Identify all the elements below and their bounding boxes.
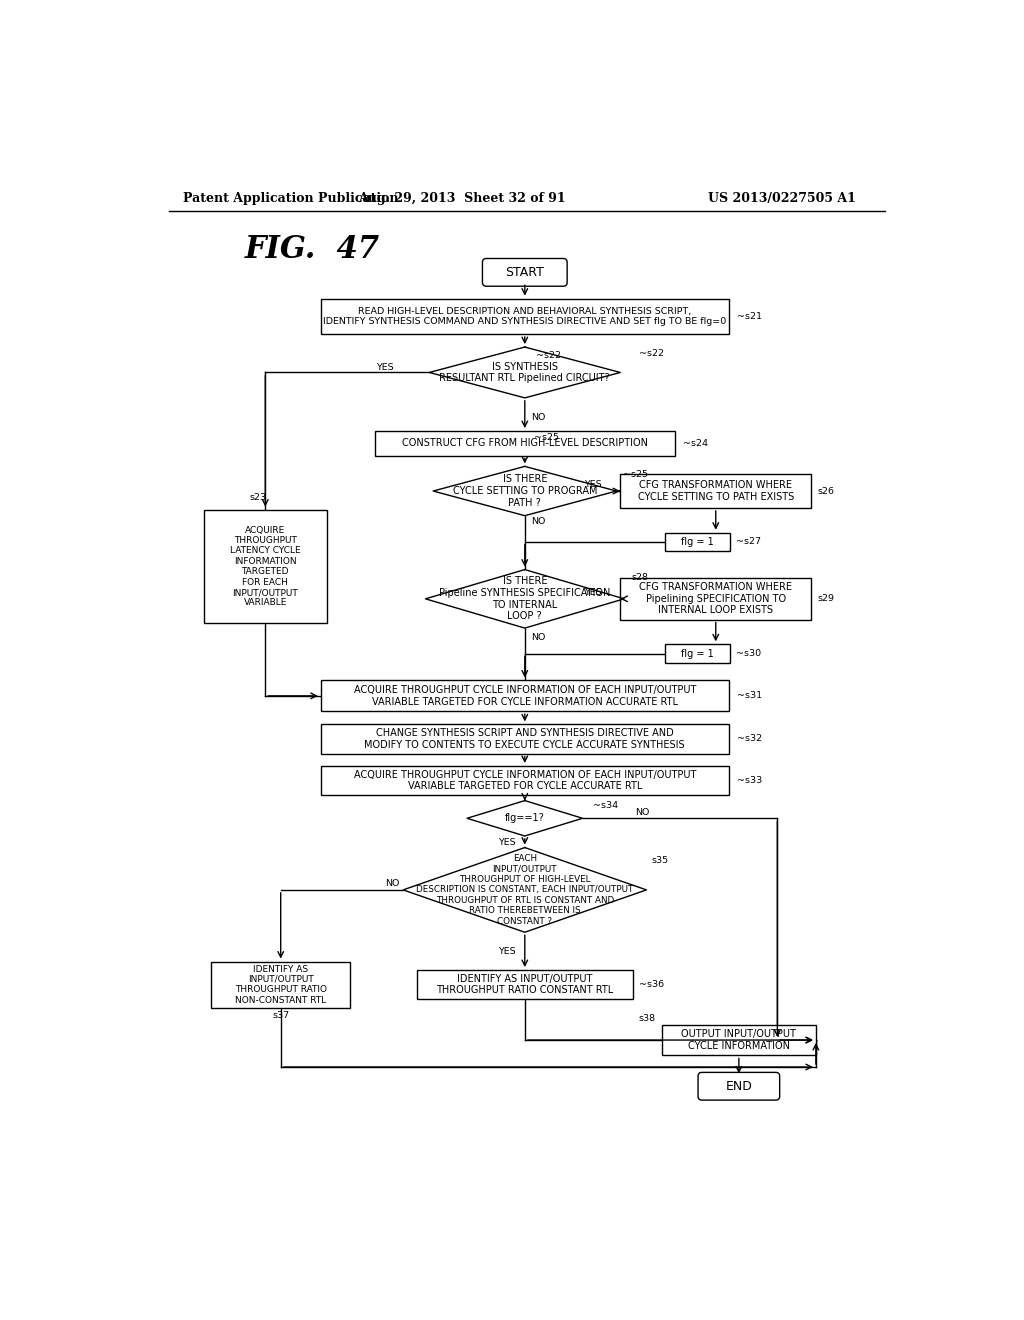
Text: ~s24: ~s24 [683,438,708,447]
Text: s38: s38 [639,1014,656,1023]
Text: s35: s35 [652,857,669,865]
Bar [204,510,327,623]
Bar [665,644,730,663]
Text: NO: NO [636,808,650,817]
Text: YES: YES [584,589,601,597]
Text: CHANGE SYNTHESIS SCRIPT AND SYNTHESIS DIRECTIVE AND
MODIFY TO CONTENTS TO EXECUT: CHANGE SYNTHESIS SCRIPT AND SYNTHESIS DI… [365,729,685,750]
Text: s37: s37 [272,1011,289,1020]
Text: ~s30: ~s30 [736,649,761,657]
Text: START: START [506,265,544,279]
Bar [321,766,729,795]
Bar [211,961,350,1007]
Text: IDENTIFY AS INPUT/OUTPUT
THROUGHPUT RATIO CONSTANT RTL: IDENTIFY AS INPUT/OUTPUT THROUGHPUT RATI… [436,974,613,995]
Text: CFG TRANSFORMATION WHERE
Pipelining SPECIFICATION TO
INTERNAL LOOP EXISTS: CFG TRANSFORMATION WHERE Pipelining SPEC… [639,582,793,615]
Text: NO: NO [531,632,546,642]
Polygon shape [403,847,646,932]
Text: YES: YES [376,363,393,371]
Text: ~s22: ~s22 [536,351,560,360]
Text: END: END [725,1080,753,1093]
Text: IS THERE
Pipeline SYNTHESIS SPECIFICATION
TO INTERNAL
LOOP ?: IS THERE Pipeline SYNTHESIS SPECIFICATIO… [439,577,610,622]
Text: EACH
INPUT/OUTPUT
THROUGHPUT OF HIGH-LEVEL
DESCRIPTION IS CONSTANT, EACH INPUT/O: EACH INPUT/OUTPUT THROUGHPUT OF HIGH-LEV… [416,854,634,925]
Text: ~s25: ~s25 [535,433,559,442]
Text: FIG.  47: FIG. 47 [245,234,380,265]
Text: flg = 1: flg = 1 [681,537,714,546]
Text: NO: NO [531,517,546,527]
Polygon shape [425,570,625,628]
Text: s23: s23 [250,492,267,502]
FancyBboxPatch shape [482,259,567,286]
Bar [621,578,811,619]
Text: Patent Application Publication: Patent Application Publication [183,191,398,205]
Bar [375,430,675,455]
Text: flg==1?: flg==1? [505,813,545,824]
Bar [321,298,729,334]
Text: NO: NO [531,413,546,421]
Text: ~s21: ~s21 [736,312,762,321]
Text: ACQUIRE THROUGHPUT CYCLE INFORMATION OF EACH INPUT/OUTPUT
VARIABLE TARGETED FOR : ACQUIRE THROUGHPUT CYCLE INFORMATION OF … [353,770,696,792]
Bar [417,970,633,999]
Bar [321,725,729,754]
Text: IDENTIFY AS
INPUT/OUTPUT
THROUGHPUT RATIO
NON-CONSTANT RTL: IDENTIFY AS INPUT/OUTPUT THROUGHPUT RATI… [234,965,327,1005]
Polygon shape [467,800,583,836]
Text: s26: s26 [817,487,835,495]
Text: ACQUIRE THROUGHPUT CYCLE INFORMATION OF EACH INPUT/OUTPUT
VARIABLE TARGETED FOR : ACQUIRE THROUGHPUT CYCLE INFORMATION OF … [353,685,696,706]
Text: s29: s29 [817,594,835,603]
Bar [621,474,811,508]
Text: ~s25: ~s25 [624,470,648,479]
Text: ~s36: ~s36 [639,981,664,989]
Text: ~s33: ~s33 [736,776,762,785]
Text: NO: NO [385,879,399,888]
Text: IS SYNTHESIS
RESULTANT RTL Pipelined CIRCUIT?: IS SYNTHESIS RESULTANT RTL Pipelined CIR… [439,362,610,383]
Text: ~s34: ~s34 [593,801,617,810]
Text: YES: YES [498,946,515,956]
Polygon shape [433,466,616,516]
Text: IS THERE
CYCLE SETTING TO PROGRAM
PATH ?: IS THERE CYCLE SETTING TO PROGRAM PATH ? [453,474,597,508]
Text: ~s27: ~s27 [736,537,761,546]
Text: ~s22: ~s22 [639,350,664,359]
Polygon shape [429,347,621,397]
Text: ~s32: ~s32 [736,734,762,743]
Text: flg = 1: flg = 1 [681,648,714,659]
Text: ACQUIRE
THROUGHPUT
LATENCY CYCLE
INFORMATION
TARGETED
FOR EACH
INPUT/OUTPUT
VARI: ACQUIRE THROUGHPUT LATENCY CYCLE INFORMA… [230,525,301,607]
Text: YES: YES [498,838,515,846]
Text: Aug. 29, 2013  Sheet 32 of 91: Aug. 29, 2013 Sheet 32 of 91 [357,191,565,205]
Bar [665,533,730,552]
Text: YES: YES [584,480,601,490]
Text: s28: s28 [631,573,648,582]
Bar [321,681,729,711]
Text: OUTPUT INPUT/OUTPUT
CYCLE INFORMATION: OUTPUT INPUT/OUTPUT CYCLE INFORMATION [681,1030,797,1051]
FancyBboxPatch shape [698,1072,779,1100]
Text: CFG TRANSFORMATION WHERE
CYCLE SETTING TO PATH EXISTS: CFG TRANSFORMATION WHERE CYCLE SETTING T… [638,480,794,502]
Text: READ HIGH-LEVEL DESCRIPTION AND BEHAVIORAL SYNTHESIS SCRIPT,
IDENTIFY SYNTHESIS : READ HIGH-LEVEL DESCRIPTION AND BEHAVIOR… [324,306,726,326]
Bar [662,1024,816,1056]
Text: ~s31: ~s31 [736,692,762,701]
Text: US 2013/0227505 A1: US 2013/0227505 A1 [708,191,856,205]
Text: CONSTRUCT CFG FROM HIGH-LEVEL DESCRIPTION: CONSTRUCT CFG FROM HIGH-LEVEL DESCRIPTIO… [401,438,648,449]
